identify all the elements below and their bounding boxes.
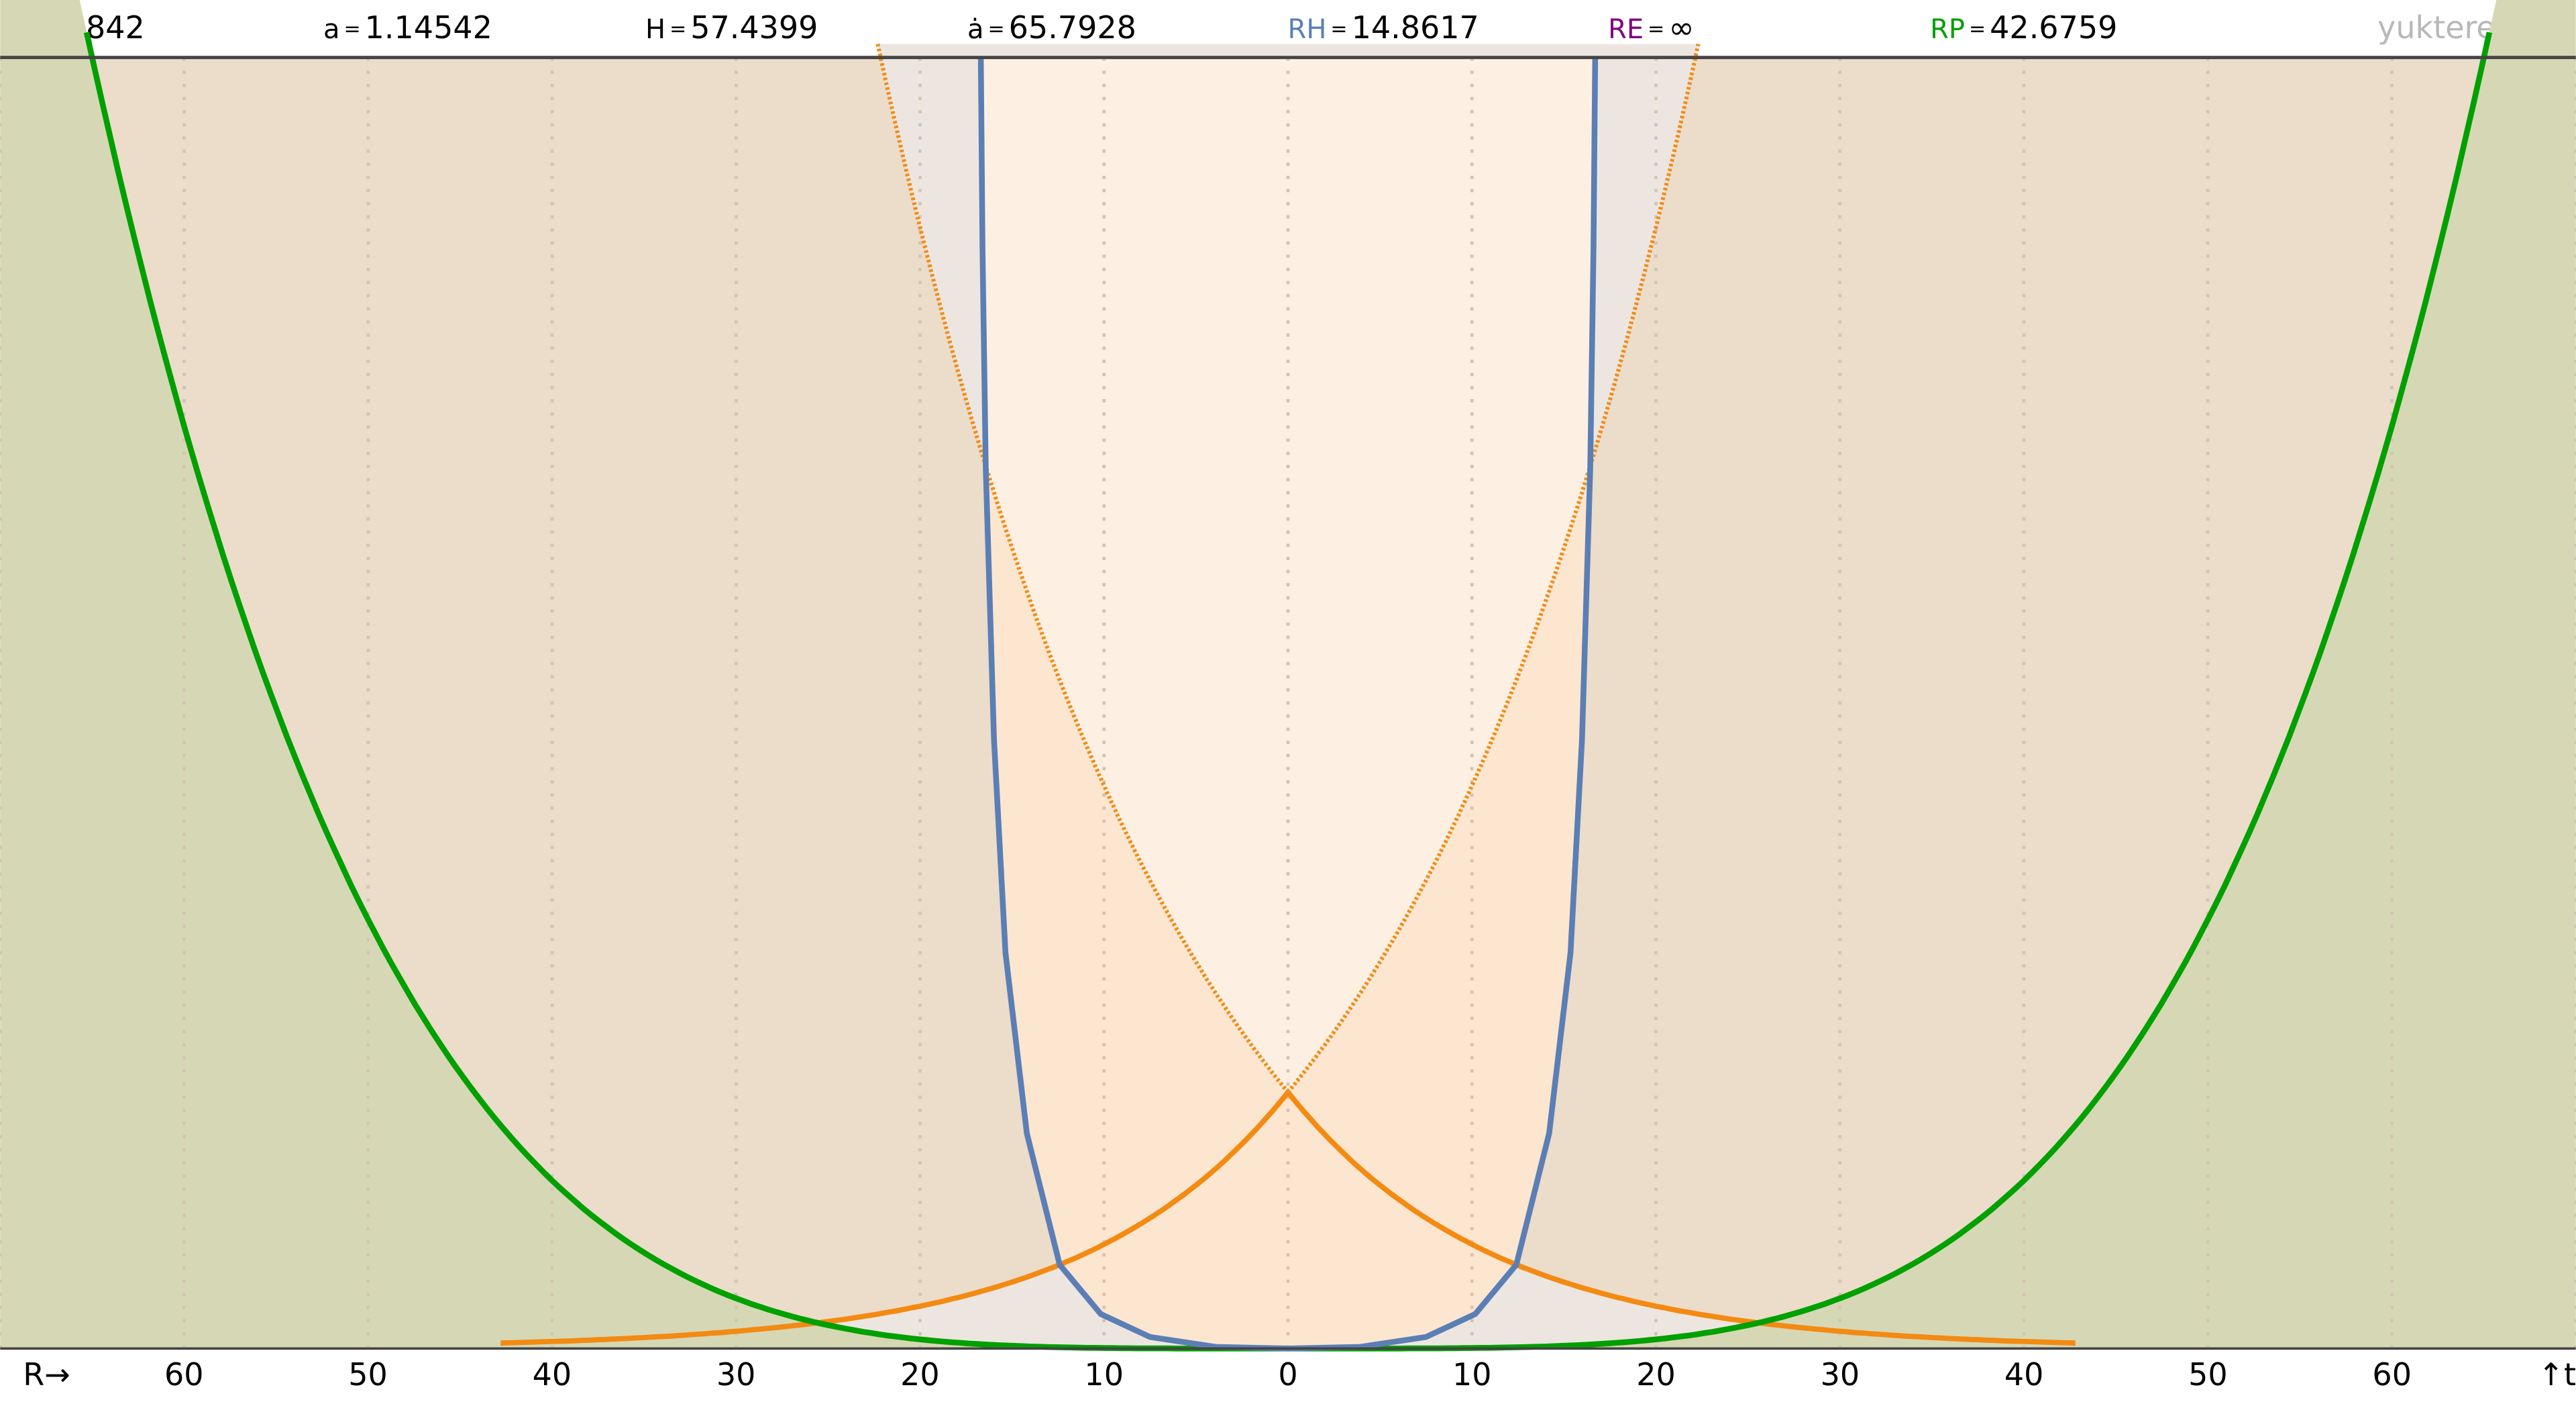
x-tick-label: 10 [1452, 1356, 1492, 1393]
stat-key: ȧ [967, 14, 984, 45]
stat-key: a [323, 14, 340, 45]
equals-sign: = [343, 17, 361, 41]
x-axis-label: R→ [23, 1356, 70, 1393]
equals-sign: = [669, 17, 687, 41]
x-tick-label: 20 [900, 1356, 940, 1393]
stat-value: 57.4399 [690, 9, 818, 46]
stat-5: RE = ∞ [1608, 9, 1695, 46]
x-tick-label: 20 [1636, 1356, 1676, 1393]
stat-2: H = 57.4399 [645, 9, 818, 46]
stat-value: ∞ [1668, 9, 1695, 46]
equals-sign: = [1648, 17, 1665, 41]
x-tick-label: 0 [1278, 1356, 1298, 1393]
x-tick-label: 60 [164, 1356, 204, 1393]
stat-value: 65.7928 [1008, 9, 1136, 46]
stat-key: RP [1930, 14, 1966, 45]
x-tick-label: 40 [532, 1356, 572, 1393]
y-axis-label: ↑t [2538, 1356, 2576, 1393]
equals-sign: = [987, 17, 1005, 41]
stat-4: RH = 14.8617 [1288, 9, 1479, 46]
left-outside-horizon-fill [0, 0, 1288, 1349]
stat-3: ȧ = 65.7928 [967, 9, 1136, 46]
stat-value: 1.14542 [364, 9, 492, 46]
x-tick-label: 50 [2188, 1356, 2228, 1393]
x-tick-label: 50 [348, 1356, 388, 1393]
equals-sign: = [1330, 17, 1348, 41]
right-outside-horizon-fill [1288, 0, 2576, 1349]
future-light-cone-left [875, 43, 1290, 1094]
stat-key: RH [1287, 14, 1327, 45]
x-tick-label: 60 [2372, 1356, 2412, 1393]
stat-1: a = 1.14542 [323, 9, 492, 46]
past-light-cone [500, 1088, 2076, 1346]
stat-key: RE [1608, 14, 1644, 45]
stat-value: 14.8617 [1351, 9, 1479, 46]
stat-6: RP = 42.6759 [1930, 9, 2117, 46]
x-tick-label: 40 [2004, 1356, 2044, 1393]
future-light-cone-right [1286, 43, 1701, 1094]
equals-sign: = [1969, 17, 1986, 41]
x-tick-label: 30 [716, 1356, 756, 1393]
x-tick-label: 10 [1084, 1356, 1124, 1393]
cone-in-hubble-fill [981, 57, 1595, 1093]
stat-key: H [645, 14, 666, 45]
x-tick-label: 30 [1820, 1356, 1860, 1393]
stat-value: 42.6759 [1990, 9, 2118, 46]
